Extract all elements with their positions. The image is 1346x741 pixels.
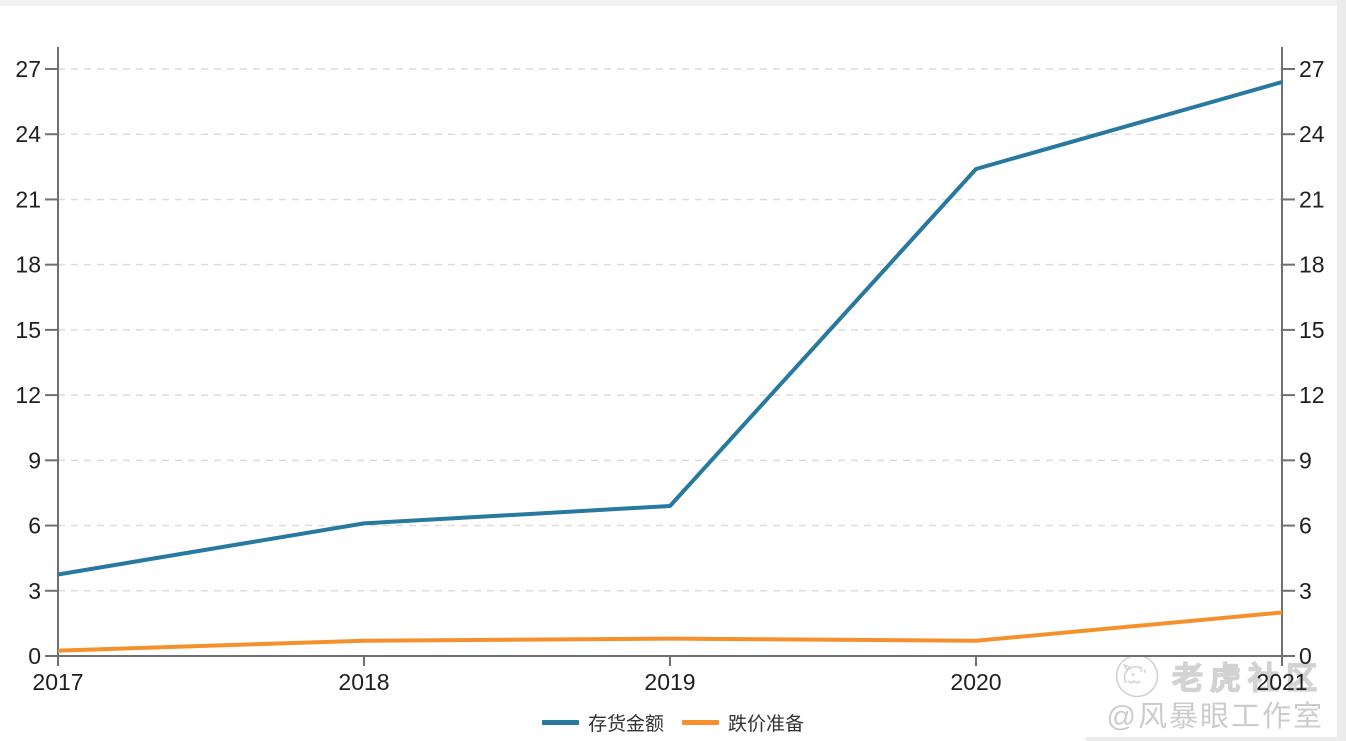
y-tick-label-left: 9 [28,447,41,473]
tiger-logo-icon [1115,654,1159,698]
y-tick-label-left: 3 [28,578,41,604]
x-tick-label: 2017 [32,669,83,695]
y-tick-label-left: 12 [15,382,41,408]
y-tick-label-right: 3 [1299,578,1312,604]
y-tick-label-left: 6 [28,513,41,539]
y-tick-label-left: 0 [28,643,41,669]
legend-item-provision[interactable]: 跌价准备 [682,709,804,736]
y-tick-label-right: 18 [1299,252,1325,278]
y-tick-label-right: 6 [1299,513,1312,539]
legend-item-inventory[interactable]: 存货金额 [541,709,664,736]
page-edge-right [1337,0,1346,741]
y-tick-label-left: 24 [15,121,41,147]
legend-label-inventory: 存货金额 [587,714,664,735]
page-edge-bottom-right [1086,737,1346,741]
y-tick-label-left: 21 [15,186,41,212]
legend-swatch-provision [682,720,719,725]
y-tick-label-right: 9 [1299,447,1312,473]
y-tick-label-right: 12 [1299,382,1325,408]
y-tick-label-left: 18 [15,252,41,278]
y-tick-label-right: 24 [1299,121,1325,147]
watermark: 老虎社区 @风暴眼工作室 [1107,653,1324,735]
watermark-community-name: 老虎社区 [1171,661,1324,697]
series-line-跌价准备 [57,610,1283,653]
x-tick-label: 2020 [950,669,1001,695]
legend-swatch-inventory [541,720,579,725]
page-edge-top [0,0,1346,6]
x-tick-label: 2018 [338,669,389,695]
watermark-studio-handle: @风暴眼工作室 [1106,700,1324,733]
y-tick-label-right: 15 [1299,317,1325,343]
y-tick-label-left: 15 [15,317,41,343]
y-tick-label-right: 27 [1299,56,1325,82]
y-tick-label-right: 21 [1299,186,1325,212]
chart-legend: 存货金额 跌价准备 [0,709,1346,736]
legend-label-provision: 跌价准备 [728,714,805,735]
watermark-row: 老虎社区 [1107,653,1324,699]
series-line-存货金额 [57,80,1283,577]
y-tick-label-left: 27 [15,56,41,82]
x-tick-label: 2019 [644,669,695,695]
